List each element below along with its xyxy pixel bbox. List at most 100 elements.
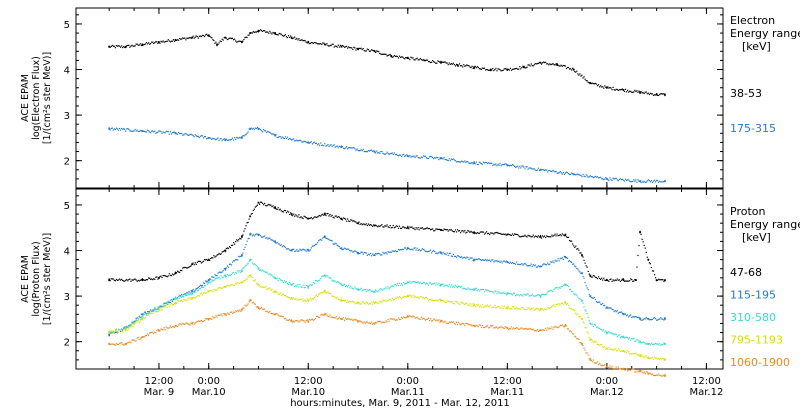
- data-point-dense: [393, 298, 395, 301]
- data-point-dense: [166, 276, 168, 278]
- data-point: [406, 315, 409, 318]
- data-point-dense: [301, 39, 303, 41]
- data-point: [191, 297, 194, 300]
- data-point-dense: [474, 259, 476, 261]
- data-point-dense: [526, 236, 528, 238]
- data-point-dense: [182, 300, 184, 303]
- data-point-dense: [586, 80, 588, 82]
- data-point-dense: [660, 375, 662, 377]
- data-point-dense: [530, 263, 532, 265]
- data-point-dense: [428, 227, 431, 230]
- data-point-dense: [521, 294, 523, 296]
- data-point-dense: [346, 146, 348, 148]
- electron-ylabel-line3: [1/(cm²s ster MeV)]: [42, 52, 53, 144]
- data-point-dense: [136, 320, 138, 322]
- data-point: [564, 283, 567, 286]
- data-point-dense: [248, 301, 250, 303]
- data-point-dense: [488, 305, 490, 307]
- data-point-dense: [371, 290, 374, 292]
- data-point-dense: [314, 280, 317, 282]
- data-point-dense: [132, 325, 134, 328]
- data-point-dense: [546, 329, 548, 331]
- data-point-dense: [436, 62, 438, 64]
- data-point-dense: [539, 329, 542, 331]
- data-point-dense: [494, 260, 496, 262]
- data-point-dense: [236, 272, 238, 274]
- data-point-dense: [585, 352, 587, 354]
- data-point-dense: [202, 320, 205, 322]
- data-point-dense: [529, 265, 531, 267]
- data-point-dense: [116, 343, 119, 346]
- data-point-dense: [195, 135, 197, 137]
- data-point-dense: [521, 165, 523, 167]
- data-point-dense: [156, 41, 158, 43]
- data-point-dense: [168, 273, 170, 275]
- data-point-dense: [458, 161, 460, 163]
- data-point-dense: [360, 47, 362, 49]
- data-point-dense: [130, 130, 132, 132]
- data-point-dense: [187, 292, 189, 294]
- data-point-dense: [150, 132, 152, 134]
- data-point-dense: [184, 294, 186, 296]
- data-point-dense: [571, 261, 573, 263]
- data-point-dense: [495, 307, 497, 309]
- data-point-dense: [556, 233, 558, 235]
- data-point: [257, 267, 260, 270]
- data-point-dense: [108, 330, 110, 333]
- data-point-dense: [593, 275, 596, 277]
- data-point-dense: [230, 138, 233, 141]
- data-point-dense: [203, 35, 206, 38]
- data-point-dense: [246, 304, 248, 306]
- data-point-dense: [233, 242, 235, 244]
- data-point-dense: [349, 146, 351, 149]
- data-point-dense: [532, 234, 534, 236]
- data-point: [340, 217, 343, 220]
- data-point-dense: [605, 279, 607, 282]
- data-point-dense: [136, 129, 138, 131]
- data-point-dense: [587, 270, 589, 273]
- data-point-dense: [643, 180, 645, 183]
- data-point-dense: [454, 65, 457, 67]
- data-point-dense: [502, 233, 504, 235]
- data-point-dense: [319, 144, 321, 146]
- data-point-dense: [389, 298, 391, 301]
- data-point-dense: [112, 129, 114, 131]
- data-point-dense: [361, 290, 363, 292]
- data-point-dense: [518, 294, 520, 296]
- data-point-dense: [121, 342, 123, 344]
- data-point-dense: [270, 204, 272, 206]
- data-point-dense: [179, 297, 181, 299]
- data-point-dense: [179, 295, 181, 297]
- data-point-dense: [484, 259, 487, 261]
- data-point-dense: [428, 250, 431, 252]
- data-point-dense: [607, 279, 609, 282]
- data-point-dense: [583, 277, 585, 279]
- data-point-dense: [218, 42, 220, 44]
- data-point-dense: [122, 279, 124, 282]
- data-point-dense: [235, 271, 237, 274]
- data-point-dense: [641, 341, 643, 344]
- data-point-dense: [438, 283, 440, 285]
- data-point: [249, 274, 252, 277]
- data-point-dense: [310, 216, 312, 219]
- data-point-dense: [221, 251, 223, 253]
- data-point-dense: [418, 318, 420, 320]
- data-point-dense: [155, 132, 157, 134]
- data-point-dense: [649, 92, 652, 94]
- data-point-dense: [199, 288, 202, 290]
- data-point-dense: [543, 61, 545, 63]
- data-point-dense: [116, 128, 119, 130]
- data-point-dense: [365, 50, 367, 52]
- data-point-dense: [225, 276, 227, 278]
- data-point: [357, 251, 359, 254]
- data-point-dense: [302, 248, 304, 250]
- data-point-dense: [606, 86, 608, 88]
- data-point-dense: [362, 48, 364, 50]
- data-point-dense: [358, 47, 360, 49]
- data-point-dense: [318, 316, 320, 318]
- data-point-dense: [631, 353, 633, 355]
- x-tick-date: Mar.12: [590, 387, 624, 398]
- data-point-dense: [611, 179, 613, 182]
- data-point-dense: [250, 258, 252, 261]
- data-point-dense: [282, 211, 284, 213]
